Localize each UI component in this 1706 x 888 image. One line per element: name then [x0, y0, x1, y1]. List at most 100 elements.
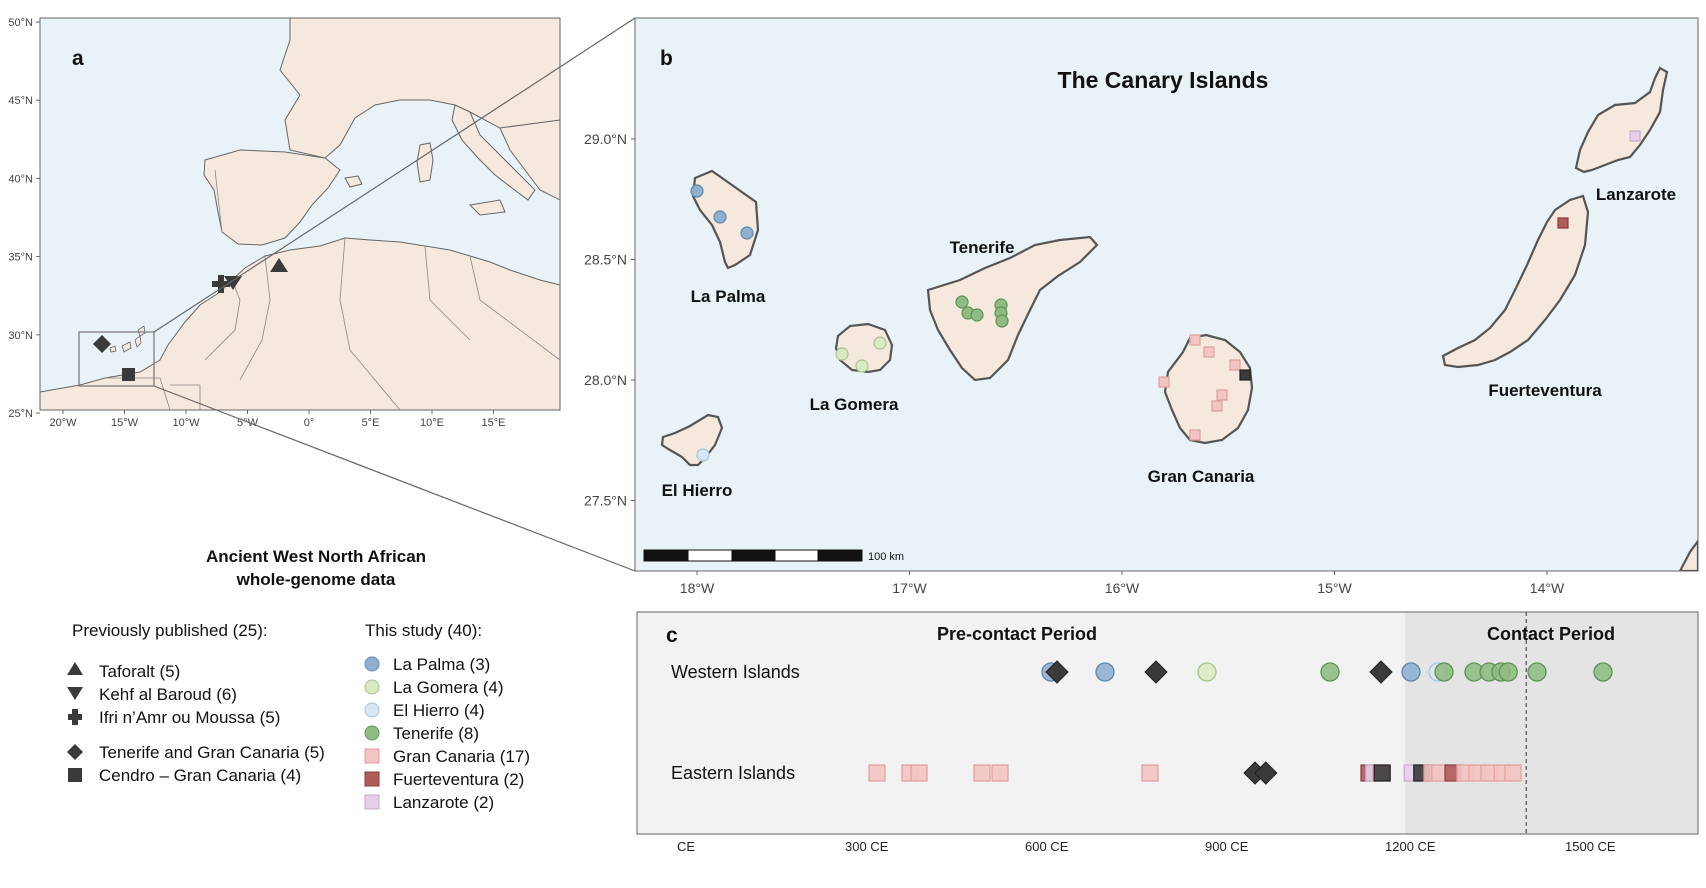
latitude-tick-label: 25°N [8, 408, 33, 420]
published-diamond-timeline-point [1045, 660, 1069, 684]
balearic-land [344, 175, 363, 188]
latitude-tick-label: 30°N [8, 330, 33, 342]
latitude-tick-label: 29.0°N [584, 131, 627, 147]
legend-ifri-namr-icon [68, 709, 82, 725]
legend-title-line2: whole-genome data [236, 570, 396, 589]
tenerife-timeline-point [1527, 662, 1547, 682]
legend-published-header: Previously published (25): [72, 621, 268, 640]
gran-canaria-sample [1211, 400, 1223, 412]
published-diamond-timeline-point [1254, 761, 1278, 785]
legend-diamond-icon [67, 744, 83, 760]
contact-period-label: Contact Period [1487, 624, 1615, 644]
panel-a-letter: a [72, 47, 84, 70]
panel-c-x-ticks: CE 300 CE 600 CE 900 CE 1200 CE 1500 CE [677, 839, 1616, 854]
latitude-tick-label: 50°N [8, 17, 33, 29]
longitude-tick-label: 18°W [680, 580, 715, 596]
gran-canaria-label: Gran Canaria [1148, 467, 1255, 486]
legend-gran-canaria-icon [364, 748, 380, 764]
sicily-land [468, 199, 506, 216]
legend: Ancient West North African whole-genome … [67, 547, 530, 812]
western-islands-row-label: Western Islands [671, 662, 800, 682]
legend-published-item: Taforalt (5) [99, 662, 180, 681]
fuerteventura-island [1441, 194, 1590, 369]
longitude-tick-label: 14°W [1530, 580, 1565, 596]
zoom-connector-bottom [153, 385, 636, 572]
gran-canaria-timeline-point [973, 764, 991, 782]
panel-c-timeline: c Pre-contact Period Contact Period West… [636, 611, 1699, 854]
sardinia-land [416, 142, 434, 183]
legend-study-item: Tenerife (8) [393, 724, 479, 743]
longitude-tick-label: 15°W [111, 417, 139, 429]
scale-bar-label: 100 km [868, 551, 904, 563]
legend-published-item: Cendro – Gran Canaria (4) [99, 766, 301, 785]
fuerteventura-sample [1557, 217, 1569, 229]
longitude-tick-label: 10°E [420, 417, 444, 429]
panel-b-longitude-ticks: 18°W 17°W 16°W 15°W 14°W [680, 571, 1565, 596]
fuerteventura-label: Fuerteventura [1488, 381, 1602, 400]
panel-a-longitude-ticks: 20°W 15°W 10°W 5°W 0° 5°E 10°E 15°E [49, 410, 505, 429]
eastern-islands-row-label: Eastern Islands [671, 763, 795, 783]
tenerife-island [926, 235, 1099, 382]
panel-a-latitude-ticks: 50°N 45°N 40°N 35°N 30°N 25°N [8, 17, 40, 420]
gran-canaria-timeline-point [910, 764, 928, 782]
timeline-tick-label: 600 CE [1025, 839, 1069, 854]
country-borders [105, 169, 560, 410]
gran-canaria-timeline-point [1504, 764, 1522, 782]
panel-c-letter: c [666, 624, 678, 647]
kehf-al-baroud-marker [224, 276, 242, 290]
longitude-tick-label: 15°E [482, 417, 506, 429]
latitude-tick-label: 45°N [8, 95, 33, 107]
la-palma-sample [713, 210, 727, 224]
panel-b-map: La Palma Tenerife La Gomera El Hierro Gr… [584, 17, 1699, 596]
published-diamond-timeline-point [1369, 660, 1393, 684]
el-hierro-label: El Hierro [662, 481, 733, 500]
legend-published-item: Ifri n’Amr ou Moussa (5) [99, 708, 280, 727]
zoom-connector-top [153, 17, 636, 333]
legend-published-item: Kehf al Baroud (6) [99, 685, 237, 704]
legend-lanzarote-icon [364, 794, 380, 810]
panel-a-map: 50°N45°N40°N35°N30°N25°N 20°W 15°W 10°W 5°W… [8, 17, 561, 429]
latitude-tick-label: 28.5°N [584, 252, 627, 268]
legend-kehf-al-baroud-icon [67, 687, 83, 700]
la-palma-label: La Palma [691, 287, 766, 306]
legend-title-line1: Ancient West North African [206, 547, 426, 566]
gran-canaria-sample [1158, 376, 1170, 388]
tenerife-sample [970, 308, 984, 322]
pre-contact-label: Pre-contact Period [937, 624, 1097, 644]
legend-square-icon [68, 768, 82, 782]
panel-a-zoom-box [78, 331, 155, 387]
contact-period-background [1405, 612, 1698, 834]
legend-study-item: Gran Canaria (17) [393, 747, 530, 766]
iberia-land [203, 149, 341, 246]
legend-study-item: Fuerteventura (2) [393, 770, 524, 789]
cendro-sample [1239, 369, 1251, 381]
gran-canaria-sample [1229, 359, 1241, 371]
gran-canaria-timeline-point [868, 764, 886, 782]
gran-canaria-sample [1216, 389, 1228, 401]
gran-canaria-timeline-point [991, 764, 1009, 782]
north-africa-land [40, 237, 560, 410]
longitude-tick-label: 10°W [172, 417, 200, 429]
lanzarote-island [1574, 66, 1669, 174]
longitude-tick-label: 20°W [49, 417, 77, 429]
la-palma-timeline-point [1095, 662, 1115, 682]
longitude-tick-label: 16°W [1105, 580, 1140, 596]
legend-la-palma-icon [364, 656, 380, 672]
la-gomera-label: La Gomera [810, 395, 899, 414]
legend-study-item: Lanzarote (2) [393, 793, 494, 812]
panel-b-title: The Canary Islands [1058, 67, 1269, 93]
legend-study-item: El Hierro (4) [393, 701, 485, 720]
eastern-islands-points [868, 761, 1522, 785]
tenerife-timeline-point [1498, 662, 1518, 682]
la-gomera-sample [835, 347, 849, 361]
african-coast-corner [1678, 539, 1698, 571]
cendro-square-timeline-point [1373, 764, 1391, 782]
latitude-tick-label: 27.5°N [584, 493, 627, 509]
timeline-tick-label: 1500 CE [1565, 839, 1616, 854]
panel-c-frame [636, 611, 1699, 835]
western-islands-points [1041, 660, 1613, 684]
la-gomera-sample [873, 336, 887, 350]
timeline-tick-label: 300 CE [845, 839, 889, 854]
timeline-tick-label: 1200 CE [1385, 839, 1436, 854]
la-palma-sample [740, 226, 754, 240]
